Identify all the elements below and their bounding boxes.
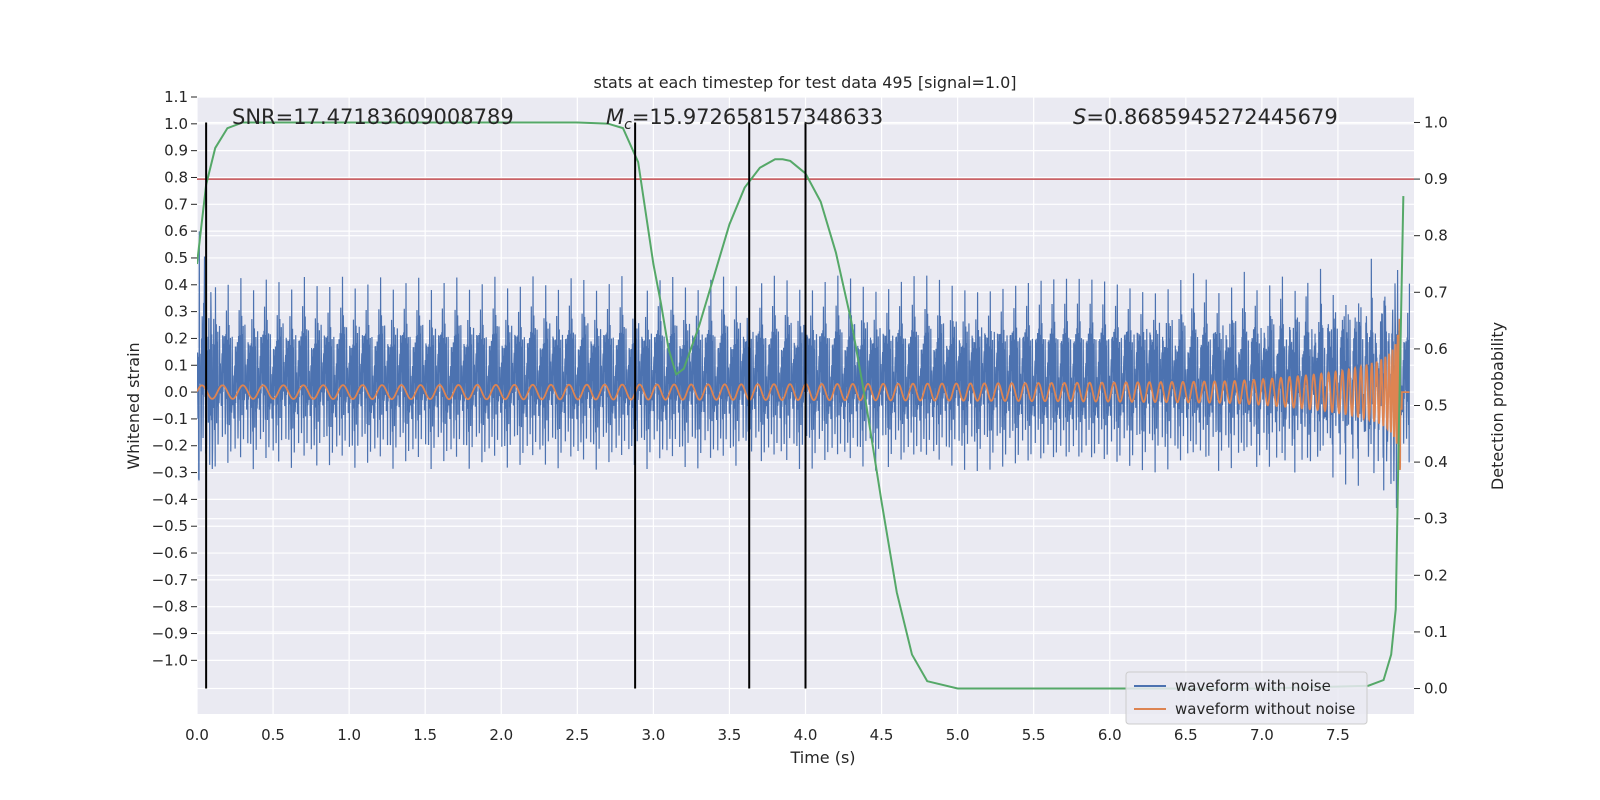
y-tick-label: −0.1 (152, 410, 188, 428)
x-tick-label: 7.0 (1250, 726, 1274, 744)
x-tick-label: 3.5 (718, 726, 742, 744)
y-right-tick-label: 1.0 (1424, 113, 1448, 131)
s-annotation: S=0.8685945272445679 (1073, 105, 1338, 129)
s-symbol: S (1073, 105, 1086, 129)
y-right-tick-label: 0.6 (1424, 340, 1448, 358)
y-right-tick-label: 0.0 (1424, 680, 1448, 698)
series-detection-probability (197, 121, 1405, 690)
y-tick-label: 1.1 (164, 88, 188, 106)
y-tick-label: −0.4 (152, 490, 188, 508)
y-tick-label: 0.0 (164, 383, 188, 401)
x-tick-label: 5.5 (1022, 726, 1046, 744)
y-tick-label: 0.8 (164, 168, 188, 186)
legend: waveform with noise waveform without noi… (1125, 671, 1368, 725)
series-waveform-with-noise (197, 231, 1411, 509)
x-tick-label: 2.0 (489, 726, 513, 744)
x-tick-label: 7.5 (1326, 726, 1350, 744)
snr-annotation: SNR=17.47183609008789 (232, 105, 514, 129)
vertical-markers (205, 122, 807, 689)
y-tick-label: 0.4 (164, 276, 188, 294)
y-tick-label: 0.2 (164, 329, 188, 347)
y-tick-label: 0.9 (164, 142, 188, 160)
x-tick-label: 5.0 (946, 726, 970, 744)
x-tick-label: 6.0 (1098, 726, 1122, 744)
chirp-mass-annotation: Mc=15.972658157348633 (606, 105, 883, 133)
y-right-tick-label: 0.8 (1424, 227, 1448, 245)
mc-symbol: M (606, 105, 624, 129)
tick-labels: 0.0 0.5 1.0 1.5 2.0 2.5 3.0 3.5 4.0 4.5 5.0 5.5 6.0 6… (152, 88, 1448, 744)
x-tick-label: 1.5 (413, 726, 437, 744)
legend-label-clean: waveform without noise (1175, 700, 1355, 718)
x-axis-title: Time (s) (789, 748, 855, 767)
x-tick-label: 1.0 (337, 726, 361, 744)
y-axis-title: Whitened strain (124, 342, 143, 469)
y-tick-label: −0.5 (152, 517, 188, 535)
y-tick-label: −0.3 (152, 464, 188, 482)
y-tick-label: 1.0 (164, 115, 188, 133)
y-tick-label: 0.6 (164, 222, 188, 240)
x-tick-label: 0.5 (261, 726, 285, 744)
y-right-tick-label: 0.3 (1424, 510, 1448, 528)
legend-label-noisy: waveform with noise (1175, 677, 1331, 695)
x-tick-label: 3.0 (641, 726, 665, 744)
chart-title: stats at each timestep for test data 495… (593, 73, 1016, 92)
legend-box (1125, 671, 1368, 725)
y-tick-label: −0.9 (152, 625, 188, 643)
y-right-tick-label: 0.7 (1424, 283, 1448, 301)
x-tick-label: 2.5 (565, 726, 589, 744)
s-value: =0.8685945272445679 (1086, 105, 1337, 129)
y-tick-label: 0.1 (164, 356, 188, 374)
y-tick-label: −0.6 (152, 544, 188, 562)
x-tick-label: 0.0 (185, 726, 209, 744)
y-tick-label: 0.3 (164, 303, 188, 321)
mc-value: =15.972658157348633 (632, 105, 883, 129)
x-tick-label: 6.5 (1174, 726, 1198, 744)
y-tick-label: −0.8 (152, 598, 188, 616)
y-tick-label: −0.2 (152, 437, 188, 455)
y-tick-label: 0.5 (164, 249, 188, 267)
mc-subscript: c (624, 117, 632, 133)
y-right-tick-label: 0.5 (1424, 397, 1448, 415)
x-tick-label: 4.5 (870, 726, 894, 744)
y-tick-label: −0.7 (152, 571, 188, 589)
y-right-tick-label: 0.2 (1424, 566, 1448, 584)
y-right-tick-label: 0.9 (1424, 170, 1448, 188)
y-tick-label: −1.0 (152, 651, 188, 669)
y-tick-label: 0.7 (164, 195, 188, 213)
y-right-tick-label: 0.1 (1424, 623, 1448, 641)
series-waveform-without-noise (197, 318, 1410, 470)
y-right-axis-title: Detection probability (1488, 322, 1507, 490)
x-tick-label: 4.0 (794, 726, 818, 744)
y-right-tick-label: 0.4 (1424, 453, 1448, 471)
